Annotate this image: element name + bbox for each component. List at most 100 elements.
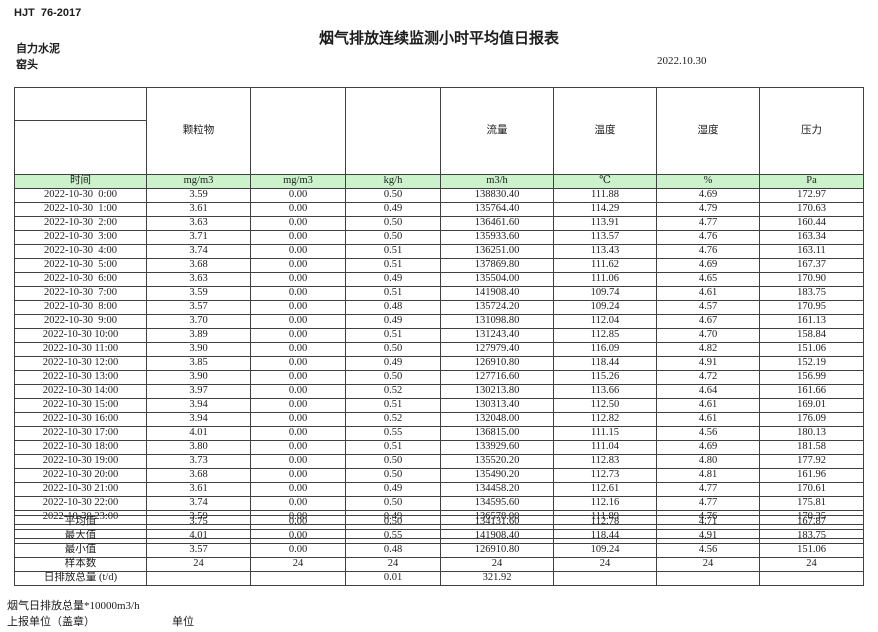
value-cell: 0.00 (250, 328, 346, 343)
unit-header: m3/h (440, 174, 554, 189)
value-cell: 3.59 (146, 286, 251, 301)
monitor-point: 窑头 (16, 59, 38, 71)
value-cell: 0.00 (250, 496, 346, 511)
value-cell: 0.00 (250, 216, 346, 231)
value-cell: 3.80 (146, 440, 251, 455)
value-cell: 163.34 (759, 230, 864, 245)
table-row: 2022-10-30 22:00 3.74 0.00 0.50 134595.60 112… (14, 496, 864, 511)
value-cell: 4.80 (656, 454, 760, 469)
value-cell: 0.49 (345, 356, 441, 371)
value-cell: 151.06 (759, 543, 864, 558)
value-cell: 183.75 (759, 286, 864, 301)
value-cell: 0.00 (250, 286, 346, 301)
table-row: 2022-10-30 1:00 3.61 0.00 0.49 135764.40 114.… (14, 202, 864, 217)
table-row: 2022-10-30 15:00 3.94 0.00 0.51 130313.40 112… (14, 398, 864, 413)
table-row: 2022-10-30 2:00 3.63 0.00 0.50 136461.60 113.… (14, 216, 864, 231)
split-top-half (15, 109, 146, 121)
value-cell: 3.70 (146, 314, 251, 329)
table-row: 2022-10-30 0:00 3.59 0.00 0.50 138830.40 111.… (14, 188, 864, 203)
value-cell: 0.00 (250, 244, 346, 259)
value-cell: 4.81 (656, 468, 760, 483)
value-cell: 0.49 (345, 482, 441, 497)
unit-header: mg/m3 (146, 174, 251, 189)
table-row: 2022-10-30 11:00 3.90 0.00 0.50 127979.40 116… (14, 342, 864, 357)
value-cell: 181.58 (759, 440, 864, 455)
value-cell: 4.01 (146, 426, 251, 441)
value-cell: 158.84 (759, 328, 864, 343)
value-cell: 126910.80 (440, 356, 554, 371)
table-row: 最大值 4.01 0.00 0.55 141908.40 118.44 4.91 183.75 (14, 529, 864, 544)
value-cell: 134595.60 (440, 496, 554, 511)
value-cell: 111.88 (553, 188, 657, 203)
value-cell: 135504.00 (440, 272, 554, 287)
value-cell: 176.09 (759, 412, 864, 427)
value-cell: 170.95 (759, 300, 864, 315)
table-row: 2022-10-30 5:00 3.68 0.00 0.51 137869.80 111.… (14, 258, 864, 273)
value-cell: 4.72 (656, 370, 760, 385)
table-row: 2022-10-30 7:00 3.59 0.00 0.51 141908.40 109.… (14, 286, 864, 301)
value-cell: 24 (759, 557, 864, 572)
value-cell: 0.00 (250, 468, 346, 483)
value-cell: 0.00 (250, 482, 346, 497)
value-cell: 3.90 (146, 342, 251, 357)
value-cell: 115.26 (553, 370, 657, 385)
value-cell: 4.56 (656, 426, 760, 441)
value-cell: 4.61 (656, 398, 760, 413)
time-cell: 2022-10-30 2:00 (14, 216, 147, 231)
value-cell: 118.44 (553, 529, 657, 544)
value-cell: 163.11 (759, 244, 864, 259)
value-cell: 152.19 (759, 356, 864, 371)
report-unit-label: 上报单位（盖章） (7, 616, 95, 628)
value-cell: 0.51 (345, 440, 441, 455)
flow-total-note: 烟气日排放总量*10000m3/h (7, 600, 140, 612)
value-cell: 3.68 (146, 468, 251, 483)
value-cell: 0.52 (345, 412, 441, 427)
value-cell: 24 (553, 557, 657, 572)
value-cell: 3.57 (146, 300, 251, 315)
value-cell: 0.50 (345, 230, 441, 245)
value-cell: 0.00 (250, 272, 346, 287)
value-cell: 183.75 (759, 529, 864, 544)
value-cell: 135724.20 (440, 300, 554, 315)
value-cell: 167.37 (759, 258, 864, 273)
value-cell: 0.00 (250, 543, 346, 558)
table-row: 2022-10-30 9:00 3.70 0.00 0.49 131098.80 112.… (14, 314, 864, 329)
value-cell: 4.77 (656, 216, 760, 231)
table-row: 2022-10-30 18:00 3.80 0.00 0.51 133929.60 111… (14, 440, 864, 455)
value-cell: 3.74 (146, 244, 251, 259)
value-cell (553, 571, 657, 586)
value-cell: 4.82 (656, 342, 760, 357)
table-row: 2022-10-30 13:00 3.90 0.00 0.50 127716.60 115… (14, 370, 864, 385)
stat-label-cell: 日排放总量 (t/d) (14, 571, 147, 586)
value-cell: 112.78 (553, 515, 657, 530)
stat-label-cell: 平均值 (14, 515, 147, 530)
value-cell: 130213.80 (440, 384, 554, 399)
value-cell: 4.69 (656, 440, 760, 455)
value-cell: 0.00 (250, 412, 346, 427)
value-cell: 0.00 (250, 342, 346, 357)
value-cell: 4.79 (656, 202, 760, 217)
time-cell: 2022-10-30 21:00 (14, 482, 147, 497)
value-cell: 113.91 (553, 216, 657, 231)
time-cell: 2022-10-30 18:00 (14, 440, 147, 455)
summary-table: 平均值 3.75 0.00 0.50 134131.60 112.78 4.71 167.87… (14, 515, 864, 586)
value-cell: 0.00 (250, 440, 346, 455)
column-header: 流量 (440, 87, 554, 175)
value-cell: 113.57 (553, 230, 657, 245)
value-cell: 169.01 (759, 398, 864, 413)
value-cell: 111.06 (553, 272, 657, 287)
value-cell: 127979.40 (440, 342, 554, 357)
hourly-data-table: 颗粒物 流量 温度 湿度 压力 时间 mg/m3 mg/m3 kg/h m3/h… (14, 87, 864, 539)
column-header (345, 87, 441, 175)
value-cell: 0.00 (250, 356, 346, 371)
value-cell: 0.00 (250, 515, 346, 530)
value-cell: 0.00 (250, 398, 346, 413)
stat-label-cell: 最小值 (14, 543, 147, 558)
time-cell: 2022-10-30 10:00 (14, 328, 147, 343)
value-cell: 161.13 (759, 314, 864, 329)
value-cell: 0.00 (250, 258, 346, 273)
column-header: 湿度 (656, 87, 760, 175)
table-row: 平均值 3.75 0.00 0.50 134131.60 112.78 4.71 167.87 (14, 515, 864, 530)
table-row: 2022-10-30 12:00 3.85 0.00 0.49 126910.80 118… (14, 356, 864, 371)
value-cell: 156.99 (759, 370, 864, 385)
